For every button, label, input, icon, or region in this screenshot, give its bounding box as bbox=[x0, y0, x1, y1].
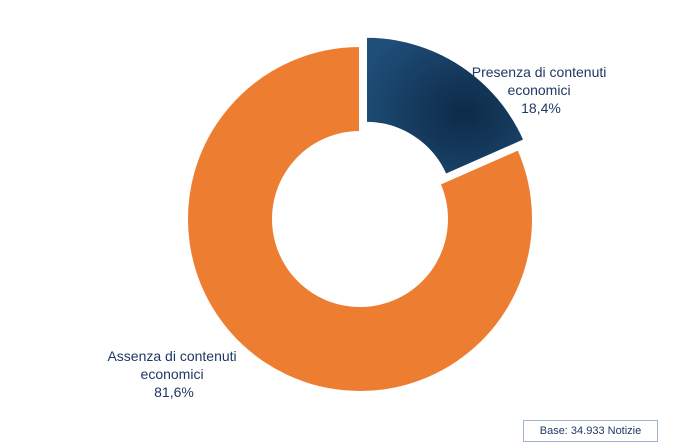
slice-value-presenza: 18,4% bbox=[521, 100, 561, 116]
slice-value-assenza: 81,6% bbox=[154, 384, 194, 400]
slice-label-presenza-line1: Presenza di contenuti bbox=[472, 64, 607, 80]
donut-labels: Presenza di contenuti economici 18,4% As… bbox=[107, 64, 611, 400]
slice-label-assenza-line2: economici bbox=[141, 366, 204, 382]
donut-slices bbox=[186, 35, 534, 393]
slice-presenza bbox=[365, 35, 526, 177]
slice-label-presenza-line2: economici bbox=[508, 82, 571, 98]
base-note-text: Base: 34.933 Notizie bbox=[539, 425, 642, 437]
base-note: Base: 34.933 Notizie bbox=[523, 420, 658, 442]
slice-assenza bbox=[186, 44, 534, 393]
slice-label-presenza: Presenza di contenuti economici 18,4% bbox=[472, 64, 611, 116]
slice-label-assenza: Assenza di contenuti economici 81,6% bbox=[107, 348, 240, 400]
slice-label-assenza-line1: Assenza di contenuti bbox=[107, 348, 236, 364]
